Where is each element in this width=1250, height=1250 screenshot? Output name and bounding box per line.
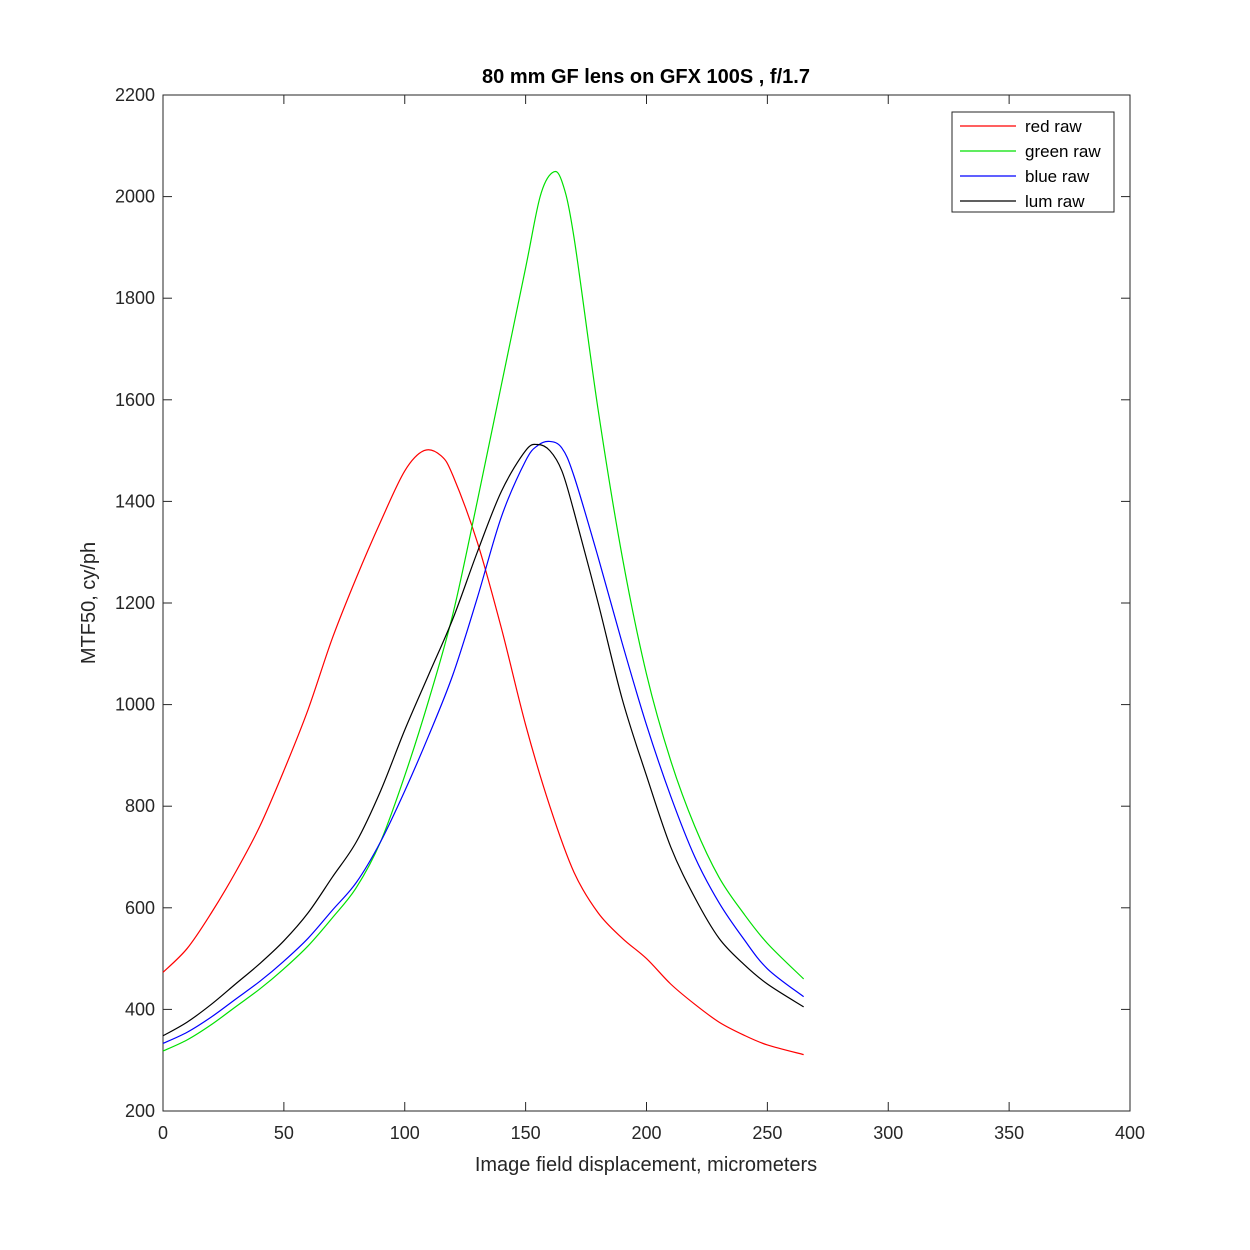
y-axis-label: MTF50, cy/ph: [78, 542, 100, 664]
y-tick-label: 200: [125, 1101, 155, 1121]
x-tick-label: 100: [390, 1123, 420, 1143]
series-line-blue-raw: [162, 440, 805, 1044]
x-tick-label: 250: [752, 1123, 782, 1143]
series-layer: [162, 170, 805, 1056]
x-tick-label: 50: [274, 1123, 294, 1143]
legend-label-green-raw: green raw: [1025, 142, 1101, 161]
x-tick-label: 0: [158, 1123, 168, 1143]
series-line-red-raw: [162, 449, 804, 1056]
plot-area: [162, 94, 1131, 1112]
legend-label-blue-raw: blue raw: [1025, 167, 1090, 186]
series-line-lum-raw: [162, 443, 804, 1037]
y-tick-label: 800: [125, 796, 155, 816]
chart-title: 80 mm GF lens on GFX 100S , f/1.7: [482, 66, 810, 88]
y-tick-label: 400: [125, 999, 155, 1019]
axis-ticks: 0 50 100 150 200 250 300 350 400 200 400 600 800 1000…: [115, 85, 1145, 1143]
x-tick-label: 350: [994, 1123, 1024, 1143]
series-line-green-raw: [162, 170, 805, 1052]
x-axis-label: Image field displacement, micrometers: [475, 1154, 817, 1176]
legend: red raw green raw blue raw lum raw: [951, 111, 1115, 213]
y-tick-label: 1400: [115, 491, 155, 511]
x-tick-label: 150: [511, 1123, 541, 1143]
legend-label-red-raw: red raw: [1025, 117, 1082, 136]
x-tick-label: 300: [873, 1123, 903, 1143]
y-tick-label: 1000: [115, 695, 155, 715]
y-tick-label: 1800: [115, 288, 155, 308]
y-tick-label: 1200: [115, 593, 155, 613]
legend-label-lum-raw: lum raw: [1025, 192, 1085, 211]
y-tick-label: 600: [125, 898, 155, 918]
x-tick-label: 400: [1115, 1123, 1145, 1143]
y-tick-label: 2200: [115, 85, 155, 105]
y-tick-label: 1600: [115, 390, 155, 410]
legend-box: [951, 111, 1115, 213]
x-tick-label: 200: [631, 1123, 661, 1143]
y-tick-label: 2000: [115, 187, 155, 207]
